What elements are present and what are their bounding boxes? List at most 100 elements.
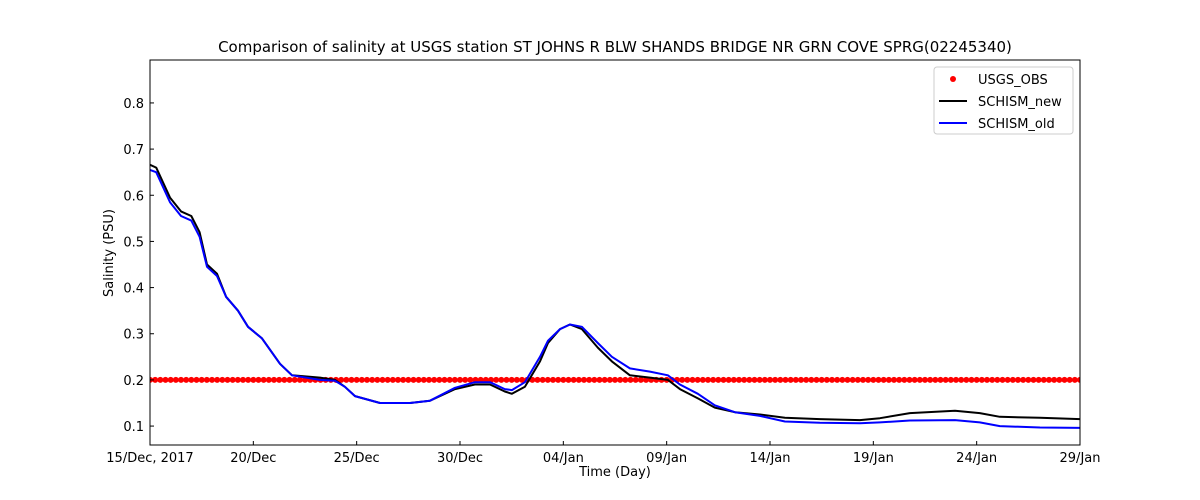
obs-point (389, 376, 396, 383)
x-tick-label: 04/Jan (543, 451, 584, 466)
y-tick-label: 0.7 (123, 143, 144, 158)
obs-point (374, 376, 381, 383)
obs-point (937, 376, 944, 383)
obs-point (772, 376, 779, 383)
obs-point (973, 376, 980, 383)
obs-point (296, 376, 303, 383)
series-line-schism-old (150, 168, 1080, 429)
obs-point (746, 376, 753, 383)
obs-point (643, 376, 649, 383)
obs-point (286, 376, 293, 383)
y-tick-label: 0.6 (123, 189, 144, 204)
obs-point (1015, 376, 1021, 383)
obs-point (338, 376, 345, 383)
obs-point (1061, 376, 1068, 383)
obs-point (353, 376, 360, 383)
obs-point (953, 376, 959, 383)
obs-point (792, 376, 799, 383)
obs-point (245, 376, 252, 383)
obs-point (699, 376, 706, 383)
obs-point (152, 376, 159, 383)
obs-point (343, 376, 350, 383)
obs-point (705, 376, 711, 383)
obs-point (689, 376, 696, 383)
obs-point (1056, 376, 1063, 383)
obs-point (426, 376, 432, 383)
x-tick-label: 29/Jan (1060, 451, 1101, 466)
obs-point (596, 376, 603, 383)
obs-point (906, 376, 913, 383)
obs-point (679, 376, 686, 383)
obs-point (1009, 376, 1016, 383)
obs-point (741, 376, 748, 383)
obs-point (854, 376, 861, 383)
obs-point (860, 376, 866, 383)
obs-point (922, 376, 928, 383)
obs-point (803, 376, 810, 383)
obs-point (999, 376, 1006, 383)
plot-frame (149, 59, 1081, 446)
obs-point (209, 376, 215, 383)
obs-point (865, 376, 872, 383)
obs-point (358, 376, 365, 383)
obs-point (834, 376, 841, 383)
obs-point (255, 376, 262, 383)
legend-label: USGS_OBS (978, 73, 1048, 88)
obs-point (193, 376, 200, 383)
obs-point (694, 376, 701, 383)
obs-point (178, 376, 184, 383)
obs-point (503, 376, 510, 383)
obs-point (415, 376, 422, 383)
obs-point (715, 376, 722, 383)
obs-point (932, 376, 939, 383)
obs-point (281, 376, 288, 383)
y-tick-label: 0.3 (123, 328, 144, 343)
obs-point (891, 376, 897, 383)
obs-point (462, 376, 469, 383)
obs-point (539, 376, 546, 383)
obs-point (637, 376, 644, 383)
obs-point (720, 376, 727, 383)
x-tick-label: 20/Dec (230, 451, 276, 466)
obs-point (808, 376, 815, 383)
obs-point (544, 376, 551, 383)
chart-title: Comparison of salinity at USGS station S… (218, 38, 1012, 56)
obs-point (364, 376, 370, 383)
obs-point (219, 376, 226, 383)
obs-point (384, 376, 391, 383)
obs-point (457, 376, 463, 383)
y-tick-label: 0.5 (123, 235, 144, 250)
obs-point (601, 376, 608, 383)
obs-point (234, 376, 241, 383)
obs-point (1035, 376, 1042, 383)
legend: USGS_OBS SCHISM_new SCHISM_old (933, 66, 1074, 135)
obs-point (581, 376, 587, 383)
y-tick-label: 0.4 (123, 282, 144, 297)
obs-point (958, 376, 965, 383)
obs-point (260, 376, 267, 383)
obs-point (172, 376, 179, 383)
obs-point (782, 376, 789, 383)
obs-point (968, 376, 975, 383)
obs-point (612, 376, 618, 383)
obs-point (777, 376, 784, 383)
obs-point (167, 376, 174, 383)
obs-point (896, 376, 903, 383)
x-tick-label: 30/Dec (437, 451, 483, 466)
obs-point (875, 376, 882, 383)
obs-point (885, 376, 892, 383)
obs-point (942, 376, 949, 383)
obs-point (1030, 376, 1037, 383)
obs-point (291, 376, 298, 383)
obs-point (513, 376, 520, 383)
obs-point (575, 376, 582, 383)
series-usgs-obs (150, 376, 1080, 383)
obs-point (984, 376, 990, 383)
obs-point (555, 376, 562, 383)
obs-point (570, 376, 577, 383)
obs-point (203, 376, 210, 383)
x-tick-label: 14/Jan (750, 451, 791, 466)
obs-point (405, 376, 412, 383)
obs-point (684, 376, 691, 383)
